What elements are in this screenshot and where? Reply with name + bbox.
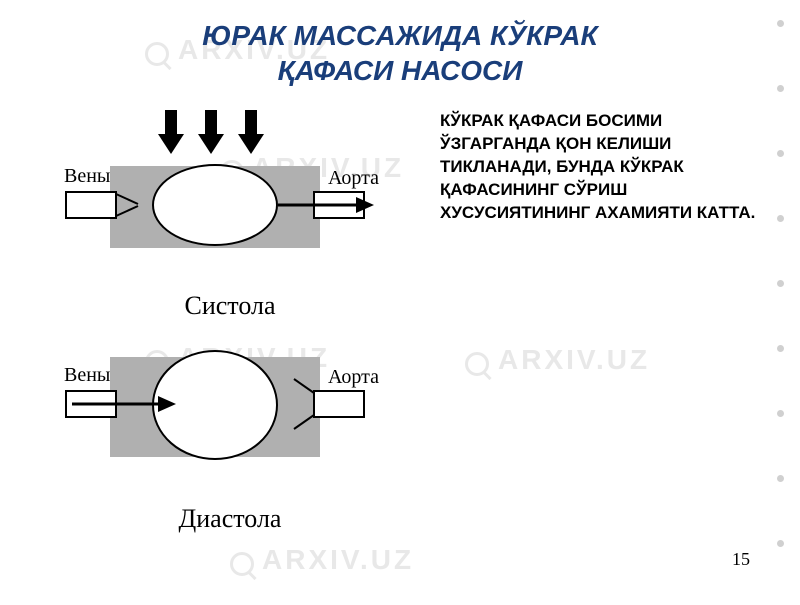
vein-label: Вены [64,364,110,386]
diastole-svg: Вены Аорта [30,327,430,497]
title-line-2: ҚАФАСИ НАСОСИ [278,55,523,86]
systole-svg: Вены Аорта [30,104,430,284]
body-text: КЎКРАК ҚАФАСИ БОСИМИ ЎЗГАРГАНДА ҚОН КЕЛИ… [440,110,770,225]
systole-caption: Систола [30,291,430,321]
aorta-label: Аорта [328,167,379,189]
page-number: 15 [732,549,750,570]
aorta-label: Аорта [328,366,379,388]
title-line-1: ЮРАК МАССАЖИДА КЎКРАК [202,20,597,51]
watermark-icon [230,552,254,576]
systole-diagram: Вены Аорта Систола [30,104,430,321]
vein-label: Вены [64,165,110,187]
watermark-text: ARXIV.UZ [262,544,414,576]
diastole-caption: Диастола [30,504,430,534]
page-title: ЮРАК МАССАЖИДА КЎКРАК ҚАФАСИ НАСОСИ [0,0,800,96]
diastole-diagram: Вены Аорта Диастола [30,327,430,534]
